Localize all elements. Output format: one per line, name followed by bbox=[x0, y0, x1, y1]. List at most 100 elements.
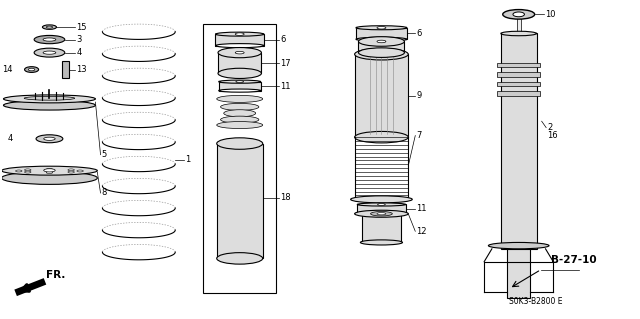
Ellipse shape bbox=[360, 240, 403, 245]
Ellipse shape bbox=[351, 196, 412, 203]
Ellipse shape bbox=[221, 116, 259, 123]
Ellipse shape bbox=[217, 122, 262, 129]
Ellipse shape bbox=[24, 169, 31, 171]
Text: 18: 18 bbox=[280, 193, 291, 202]
Text: 4: 4 bbox=[76, 48, 81, 57]
Ellipse shape bbox=[77, 170, 83, 172]
Ellipse shape bbox=[355, 48, 408, 60]
Ellipse shape bbox=[28, 68, 35, 71]
Bar bbox=[218, 53, 261, 73]
Ellipse shape bbox=[43, 38, 56, 41]
Ellipse shape bbox=[216, 44, 264, 48]
Ellipse shape bbox=[217, 253, 262, 264]
Ellipse shape bbox=[3, 95, 95, 103]
Ellipse shape bbox=[15, 170, 22, 172]
Ellipse shape bbox=[236, 51, 244, 54]
Bar bbox=[216, 34, 264, 46]
Ellipse shape bbox=[68, 171, 74, 173]
Bar bbox=[516, 18, 520, 298]
Ellipse shape bbox=[68, 169, 74, 171]
Ellipse shape bbox=[224, 110, 255, 117]
Ellipse shape bbox=[378, 204, 385, 205]
Bar bbox=[497, 82, 540, 86]
Bar bbox=[355, 54, 408, 137]
Ellipse shape bbox=[36, 135, 63, 143]
Ellipse shape bbox=[46, 168, 52, 170]
Ellipse shape bbox=[34, 48, 65, 57]
Bar bbox=[203, 24, 276, 293]
Text: 12: 12 bbox=[417, 227, 427, 236]
Text: B-27-10: B-27-10 bbox=[550, 255, 596, 265]
Ellipse shape bbox=[501, 31, 536, 36]
Text: 1: 1 bbox=[185, 155, 190, 164]
Text: 15: 15 bbox=[76, 23, 87, 32]
Ellipse shape bbox=[44, 137, 55, 140]
Bar bbox=[362, 214, 401, 242]
Ellipse shape bbox=[377, 26, 386, 29]
Ellipse shape bbox=[43, 51, 56, 54]
Bar bbox=[61, 61, 69, 78]
Ellipse shape bbox=[377, 212, 386, 215]
Ellipse shape bbox=[216, 32, 264, 36]
Bar bbox=[501, 33, 536, 249]
Ellipse shape bbox=[236, 81, 244, 83]
Ellipse shape bbox=[24, 67, 38, 72]
Ellipse shape bbox=[358, 37, 404, 46]
Ellipse shape bbox=[46, 26, 52, 28]
Bar bbox=[508, 249, 530, 298]
Ellipse shape bbox=[377, 40, 386, 43]
Text: 2: 2 bbox=[547, 123, 553, 132]
Bar bbox=[219, 82, 260, 91]
Bar bbox=[358, 41, 404, 53]
Ellipse shape bbox=[355, 210, 408, 217]
Ellipse shape bbox=[236, 33, 244, 35]
Bar bbox=[356, 28, 407, 39]
Bar bbox=[497, 63, 540, 67]
Ellipse shape bbox=[488, 242, 549, 249]
Ellipse shape bbox=[219, 80, 260, 83]
Text: 17: 17 bbox=[280, 58, 291, 68]
Ellipse shape bbox=[358, 48, 404, 57]
Ellipse shape bbox=[1, 166, 97, 175]
Ellipse shape bbox=[221, 103, 259, 110]
Ellipse shape bbox=[355, 131, 408, 143]
Ellipse shape bbox=[503, 10, 534, 19]
Text: FR.: FR. bbox=[46, 270, 66, 280]
Ellipse shape bbox=[24, 96, 75, 100]
Ellipse shape bbox=[3, 100, 95, 110]
Text: 9: 9 bbox=[417, 91, 422, 100]
Ellipse shape bbox=[42, 25, 56, 29]
Ellipse shape bbox=[1, 172, 97, 184]
Ellipse shape bbox=[34, 35, 65, 44]
Text: 3: 3 bbox=[76, 35, 82, 44]
Ellipse shape bbox=[24, 171, 31, 173]
Bar bbox=[357, 204, 406, 213]
Text: 13: 13 bbox=[76, 65, 87, 74]
Text: 16: 16 bbox=[547, 131, 558, 140]
Text: 10: 10 bbox=[545, 10, 556, 19]
Ellipse shape bbox=[217, 95, 262, 102]
Text: 7: 7 bbox=[417, 131, 422, 140]
Text: 6: 6 bbox=[416, 29, 421, 38]
Text: 14: 14 bbox=[3, 65, 13, 74]
Text: 5: 5 bbox=[102, 150, 107, 159]
Bar bbox=[497, 72, 540, 77]
Bar bbox=[497, 91, 540, 96]
Ellipse shape bbox=[513, 12, 524, 17]
Bar bbox=[217, 144, 262, 258]
Ellipse shape bbox=[371, 211, 392, 216]
Ellipse shape bbox=[219, 89, 260, 92]
Ellipse shape bbox=[218, 48, 261, 58]
Text: 11: 11 bbox=[280, 82, 291, 91]
Ellipse shape bbox=[218, 68, 261, 78]
Ellipse shape bbox=[357, 212, 406, 215]
Text: 6: 6 bbox=[280, 35, 286, 44]
Ellipse shape bbox=[217, 138, 262, 149]
Text: 8: 8 bbox=[102, 189, 107, 197]
Ellipse shape bbox=[356, 26, 407, 30]
Ellipse shape bbox=[356, 37, 407, 41]
Ellipse shape bbox=[46, 172, 52, 174]
Text: S0K3-B2800 E: S0K3-B2800 E bbox=[509, 297, 563, 306]
Ellipse shape bbox=[357, 203, 406, 206]
Text: 11: 11 bbox=[417, 204, 427, 213]
